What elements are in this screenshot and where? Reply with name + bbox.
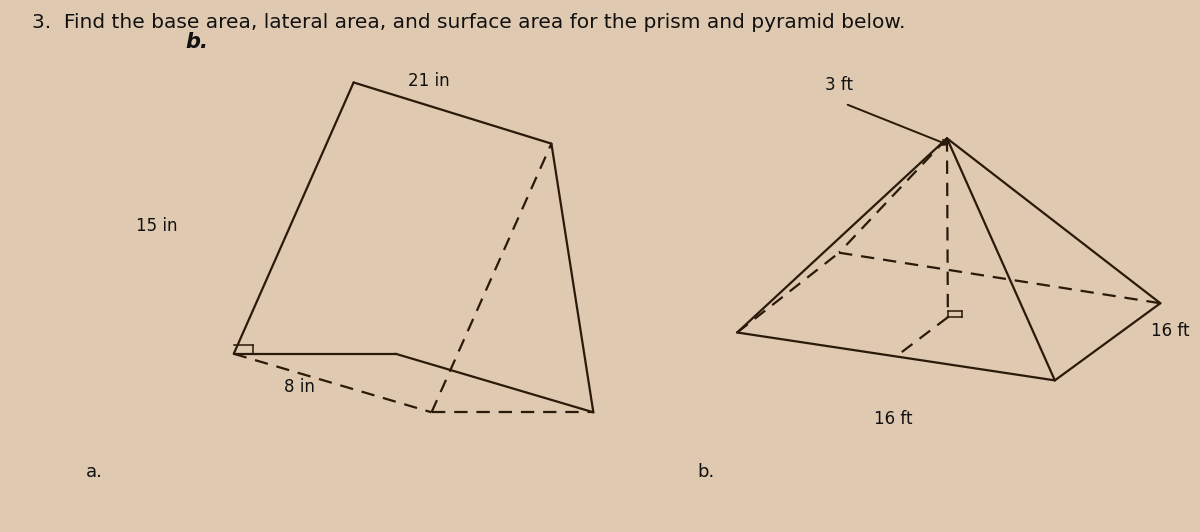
Text: b.: b.: [186, 32, 209, 52]
Text: 3 ft: 3 ft: [826, 76, 853, 94]
Text: 3.  Find the base area, lateral area, and surface area for the prism and pyramid: 3. Find the base area, lateral area, and…: [32, 13, 906, 32]
Text: 21 in: 21 in: [408, 72, 449, 90]
Text: b.: b.: [697, 463, 715, 481]
Text: 15 in: 15 in: [136, 217, 178, 235]
Text: 16 ft: 16 ft: [874, 410, 912, 428]
Text: 16 ft: 16 ft: [1151, 322, 1189, 340]
Text: 8 in: 8 in: [284, 378, 316, 396]
Text: a.: a.: [86, 463, 103, 481]
